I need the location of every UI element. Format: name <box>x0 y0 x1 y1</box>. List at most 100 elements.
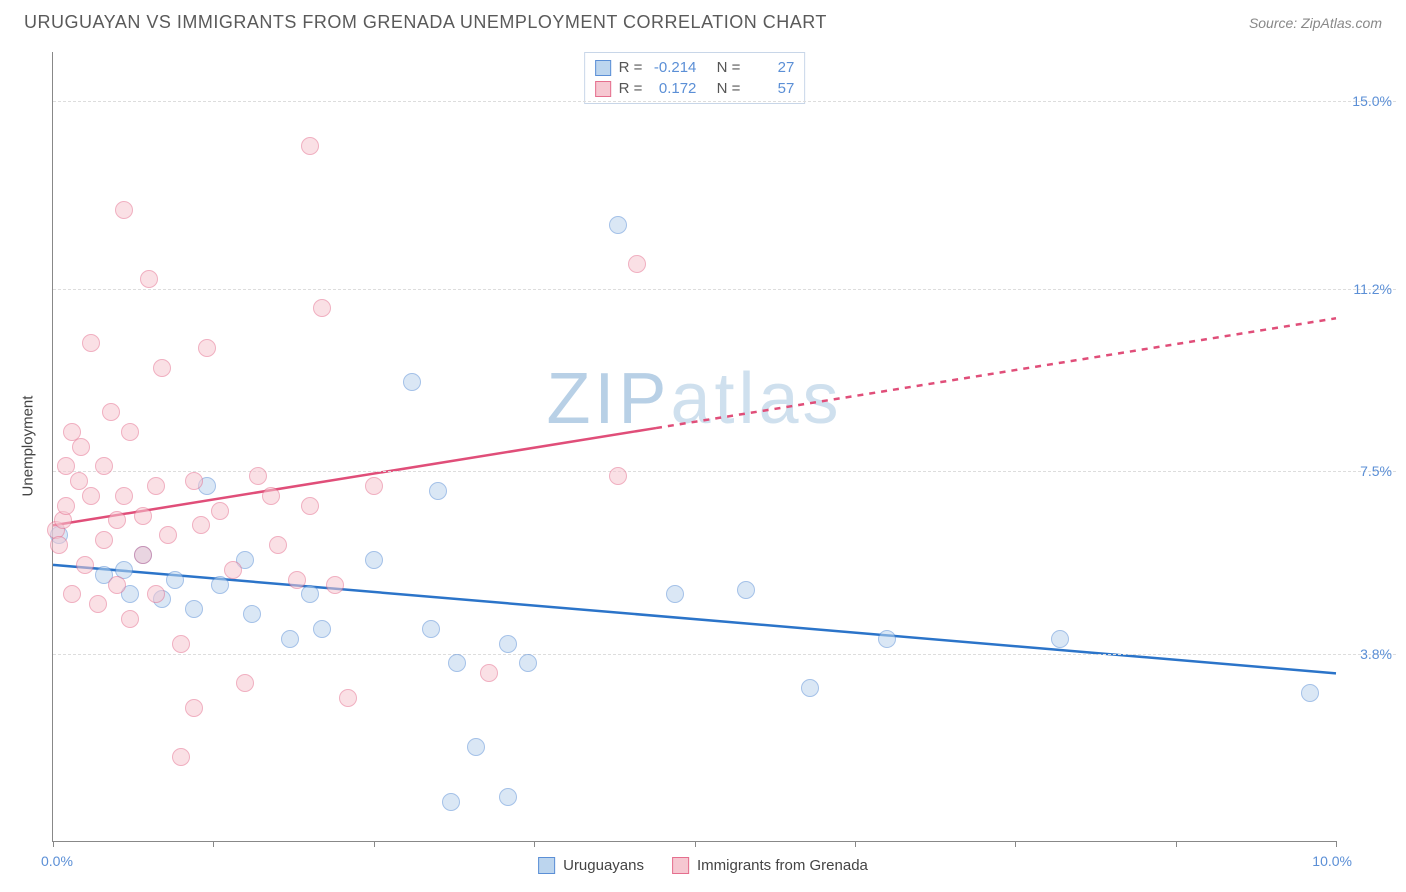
data-point <box>211 576 229 594</box>
data-point <box>192 516 210 534</box>
x-tick <box>855 841 856 847</box>
x-tick <box>1336 841 1337 847</box>
data-point <box>108 576 126 594</box>
legend-label-1: Immigrants from Grenada <box>697 857 868 874</box>
data-point <box>339 689 357 707</box>
trend-lines-svg <box>53 52 1336 841</box>
data-point <box>82 487 100 505</box>
data-point <box>480 664 498 682</box>
y-tick-label: 11.2% <box>1353 281 1392 297</box>
data-point <box>249 467 267 485</box>
data-point <box>269 536 287 554</box>
data-point <box>159 526 177 544</box>
data-point <box>313 620 331 638</box>
data-point <box>198 339 216 357</box>
data-point <box>737 581 755 599</box>
x-axis-min-label: 0.0% <box>41 853 73 869</box>
trend-line-dashed <box>656 318 1336 428</box>
data-point <box>166 571 184 589</box>
data-point <box>185 472 203 490</box>
data-point <box>1051 630 1069 648</box>
y-axis-title: Unemployment <box>20 396 37 497</box>
data-point <box>878 630 896 648</box>
data-point <box>801 679 819 697</box>
stats-row-series-1: R = 0.172 N = 57 <box>595 78 795 99</box>
chart-plot-area: ZIPatlas R = -0.214 N = 27 R = 0.172 N =… <box>52 52 1336 842</box>
data-point <box>628 255 646 273</box>
data-point <box>666 585 684 603</box>
data-point <box>281 630 299 648</box>
data-point <box>70 472 88 490</box>
data-point <box>57 457 75 475</box>
y-tick-label: 15.0% <box>1352 93 1392 109</box>
r-value-0: -0.214 <box>650 59 696 76</box>
data-point <box>134 546 152 564</box>
source-label: Source: ZipAtlas.com <box>1249 15 1382 31</box>
y-tick-label: 7.5% <box>1360 463 1392 479</box>
data-point <box>140 270 158 288</box>
data-point <box>211 502 229 520</box>
data-point <box>301 137 319 155</box>
data-point <box>609 467 627 485</box>
data-point <box>76 556 94 574</box>
x-tick <box>374 841 375 847</box>
legend-swatch-1 <box>672 857 689 874</box>
data-point <box>147 585 165 603</box>
data-point <box>243 605 261 623</box>
y-tick-label: 3.8% <box>1360 646 1392 662</box>
stats-row-series-0: R = -0.214 N = 27 <box>595 57 795 78</box>
data-point <box>609 216 627 234</box>
data-point <box>365 551 383 569</box>
data-point <box>95 531 113 549</box>
data-point <box>72 438 90 456</box>
data-point <box>82 334 100 352</box>
r-value-1: 0.172 <box>650 80 696 97</box>
data-point <box>288 571 306 589</box>
n-label: N = <box>717 59 741 76</box>
data-point <box>442 793 460 811</box>
data-point <box>50 536 68 554</box>
x-tick <box>1176 841 1177 847</box>
data-point <box>313 299 331 317</box>
x-tick <box>534 841 535 847</box>
data-point <box>57 497 75 515</box>
data-point <box>499 635 517 653</box>
data-point <box>185 600 203 618</box>
data-point <box>499 788 517 806</box>
gridline <box>53 289 1396 290</box>
data-point <box>429 482 447 500</box>
r-label: R = <box>619 59 643 76</box>
n-value-1: 57 <box>748 80 794 97</box>
data-point <box>121 610 139 628</box>
data-point <box>147 477 165 495</box>
gridline <box>53 654 1396 655</box>
data-point <box>108 511 126 529</box>
data-point <box>301 497 319 515</box>
data-point <box>262 487 280 505</box>
data-point <box>115 487 133 505</box>
data-point <box>95 457 113 475</box>
data-point <box>519 654 537 672</box>
data-point <box>365 477 383 495</box>
x-tick <box>1015 841 1016 847</box>
data-point <box>326 576 344 594</box>
data-point <box>224 561 242 579</box>
data-point <box>1301 684 1319 702</box>
data-point <box>422 620 440 638</box>
data-point <box>448 654 466 672</box>
x-tick <box>213 841 214 847</box>
gridline <box>53 101 1396 102</box>
chart-title: URUGUAYAN VS IMMIGRANTS FROM GRENADA UNE… <box>24 12 827 33</box>
legend: Uruguayans Immigrants from Grenada <box>538 857 868 874</box>
data-point <box>115 201 133 219</box>
legend-swatch-0 <box>538 857 555 874</box>
data-point <box>102 403 120 421</box>
x-tick <box>53 841 54 847</box>
data-point <box>172 635 190 653</box>
data-point <box>63 585 81 603</box>
data-point <box>153 359 171 377</box>
data-point <box>121 423 139 441</box>
data-point <box>172 748 190 766</box>
data-point <box>236 674 254 692</box>
x-axis-max-label: 10.0% <box>1312 853 1352 869</box>
